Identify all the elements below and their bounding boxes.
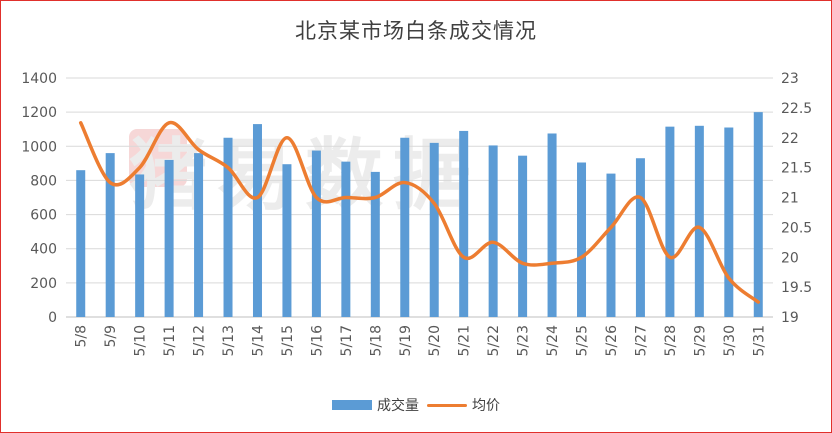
bar	[606, 173, 616, 317]
y-left-tick-label: 1000	[21, 139, 57, 155]
bar	[547, 133, 557, 317]
y-right-tick-label: 22	[781, 131, 799, 147]
x-tick-label: 5/21	[457, 325, 473, 356]
legend-item-volume: 成交量	[332, 395, 419, 415]
x-tick-label: 5/27	[633, 325, 649, 356]
bar	[753, 112, 763, 318]
y-left-tick-label: 1400	[21, 71, 57, 87]
legend-line-swatch-icon	[427, 403, 467, 407]
bar	[724, 127, 734, 317]
bar	[488, 145, 498, 317]
x-tick-label: 5/8	[74, 325, 90, 348]
x-tick-label: 5/12	[192, 325, 208, 356]
x-tick-label: 5/25	[575, 325, 591, 356]
y-right-tick-label: 19.5	[781, 280, 812, 296]
x-tick-label: 5/10	[133, 325, 149, 356]
x-tick-label: 5/14	[250, 325, 266, 357]
bar	[76, 170, 86, 317]
x-tick-label: 5/15	[280, 325, 296, 356]
x-tick-label: 5/19	[398, 325, 414, 356]
bar	[311, 150, 321, 317]
bar	[282, 164, 292, 317]
legend-item-price: 均价	[427, 395, 500, 415]
bar	[194, 153, 204, 317]
bar	[135, 174, 145, 317]
bar	[105, 153, 115, 317]
bar	[635, 158, 645, 317]
x-tick-label: 5/23	[516, 325, 532, 356]
bar	[665, 126, 675, 318]
y-left-tick-label: 400	[30, 242, 57, 258]
y-left-tick-label: 800	[30, 173, 57, 189]
x-tick-label: 5/22	[486, 325, 502, 356]
chart-legend: 成交量 均价	[1, 395, 831, 415]
y-right-tick-label: 20.5	[781, 220, 812, 236]
y-right-tick-label: 22.5	[781, 101, 812, 117]
x-tick-label: 5/30	[722, 325, 738, 356]
bar	[577, 162, 587, 317]
y-left-tick-label: 200	[30, 276, 57, 292]
y-left-tick-label: 600	[30, 208, 57, 224]
x-tick-label: 5/28	[663, 325, 679, 356]
x-tick-label: 5/29	[692, 325, 708, 356]
bar	[341, 161, 351, 317]
bar	[694, 125, 704, 317]
x-tick-label: 5/18	[368, 325, 384, 356]
y-left-tick-label: 0	[48, 310, 57, 326]
bar	[370, 171, 380, 317]
bar	[252, 124, 262, 317]
y-right-tick-label: 19	[781, 310, 799, 326]
bar	[518, 155, 528, 317]
y-right-tick-label: 23	[781, 71, 799, 87]
x-tick-label: 5/13	[221, 325, 237, 356]
y-right-tick-label: 20	[781, 250, 799, 266]
x-tick-label: 5/31	[751, 325, 767, 356]
y-right-tick-label: 21	[781, 191, 799, 207]
bar	[164, 159, 174, 317]
bar	[400, 137, 410, 317]
y-right-tick-label: 21.5	[781, 161, 812, 177]
y-left-tick-label: 1200	[21, 105, 57, 121]
x-tick-label: 5/11	[162, 325, 178, 356]
x-tick-label: 5/17	[339, 325, 355, 356]
legend-bar-swatch-icon	[332, 400, 372, 410]
bar	[223, 137, 233, 317]
x-tick-label: 5/16	[309, 325, 325, 357]
x-tick-label: 5/20	[427, 325, 443, 356]
x-tick-label: 5/9	[103, 325, 119, 348]
legend-label-price: 均价	[472, 398, 500, 414]
bar	[459, 130, 469, 317]
x-tick-label: 5/24	[545, 325, 561, 357]
legend-label-volume: 成交量	[377, 398, 419, 414]
x-tick-label: 5/26	[604, 325, 620, 357]
chart-title: 北京某市场白条成交情况	[295, 19, 537, 43]
price-line	[78, 121, 761, 304]
bar	[429, 142, 439, 317]
